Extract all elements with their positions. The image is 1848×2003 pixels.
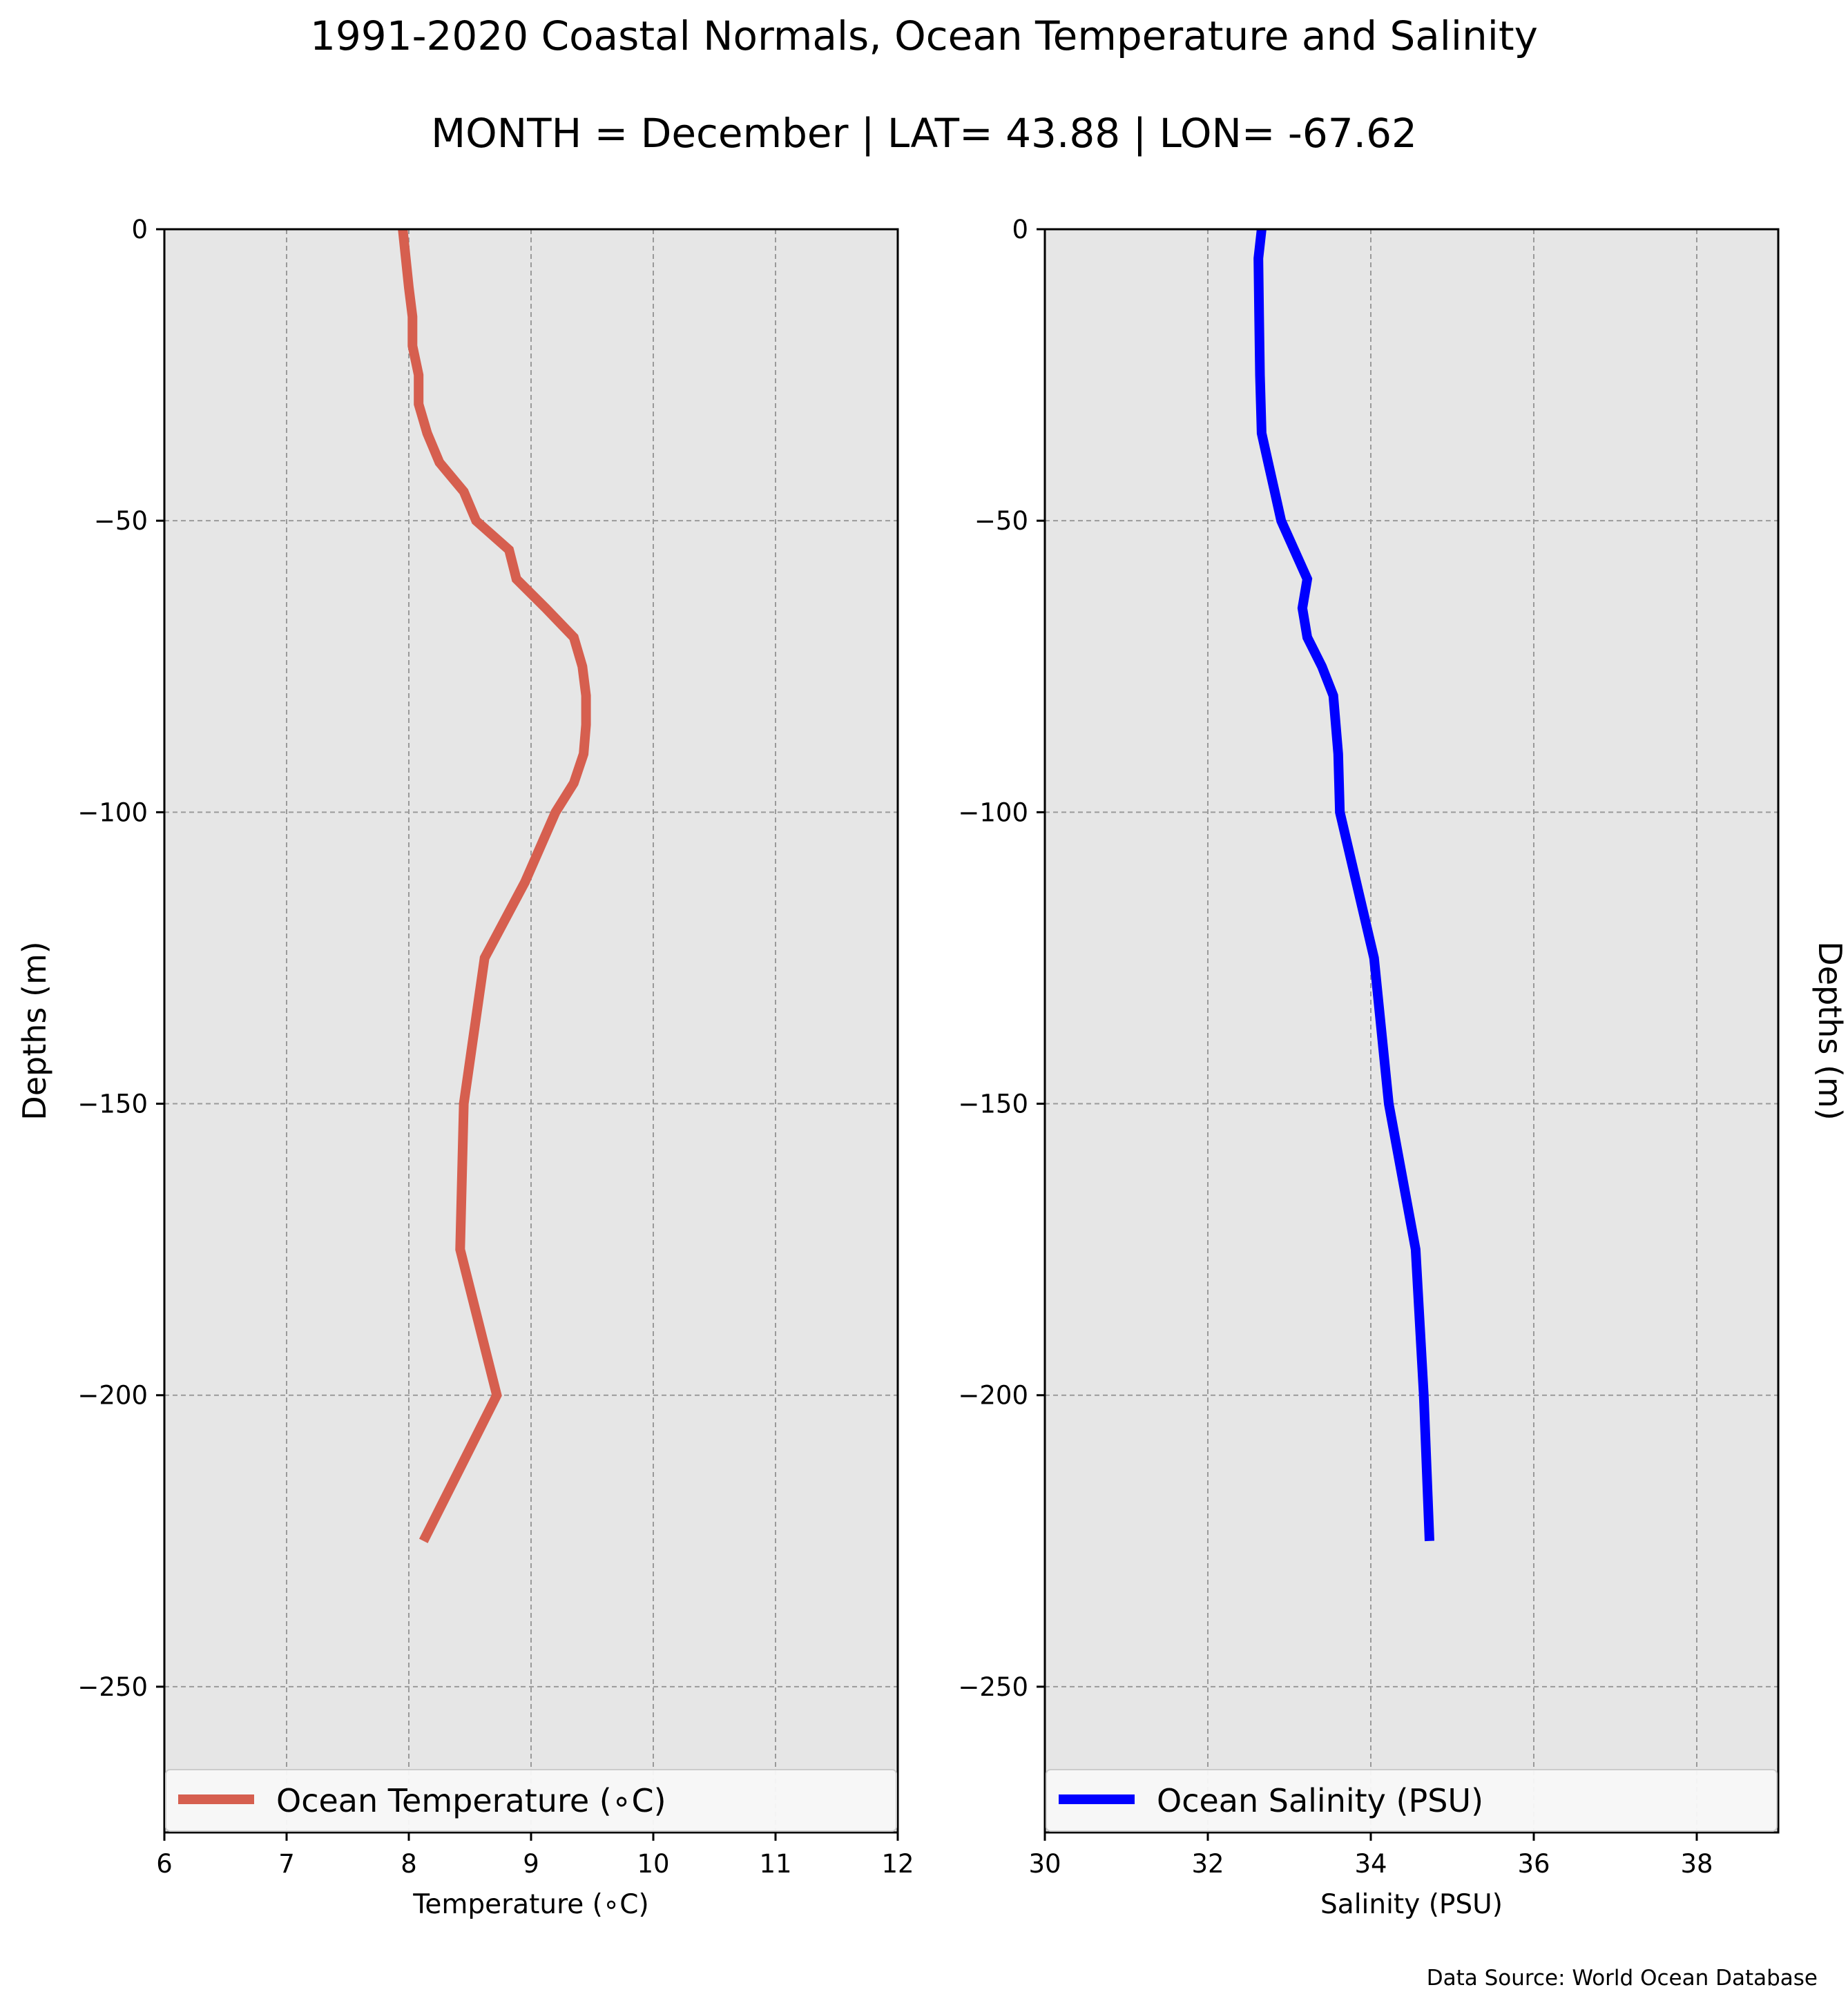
salinity-x-axis-label: Salinity (PSU) bbox=[1320, 1889, 1503, 1920]
temperature-y-tick-label: −200 bbox=[77, 1381, 148, 1411]
temperature-grid bbox=[164, 229, 898, 1832]
temperature-x-tick-label: 9 bbox=[523, 1849, 539, 1879]
figure-title: 1991-2020 Coastal Normals, Ocean Tempera… bbox=[310, 12, 1538, 59]
temperature-ticks: 6 7 8 9 10 11 12 0 −50 −100 −150 −200 −250 bbox=[77, 215, 914, 1879]
temperature-x-tick-label: 12 bbox=[881, 1849, 914, 1879]
temperature-x-axis-label: Temperature (∘C) bbox=[412, 1889, 649, 1920]
figure-subtitle: MONTH = December | LAT= 43.88 | LON= -67… bbox=[431, 110, 1417, 157]
salinity-legend-box bbox=[1046, 1769, 1778, 1832]
temperature-series-line bbox=[398, 229, 591, 1543]
salinity-series-layer bbox=[1253, 229, 1434, 1542]
salinity-axes-frame bbox=[1043, 228, 1780, 1834]
salinity-y-tick-label: −150 bbox=[958, 1090, 1028, 1119]
salinity-panel: 30 32 34 36 38 0 −50 −100 −150 −200 −250 Ocean Sal… bbox=[958, 215, 1848, 1920]
salinity-x-tick-label: 38 bbox=[1680, 1849, 1713, 1879]
temperature-x-tick-label: 10 bbox=[637, 1849, 669, 1879]
temperature-x-tick-label: 6 bbox=[156, 1849, 173, 1879]
temperature-y-tick-label: −50 bbox=[94, 506, 148, 536]
salinity-y-tick-label: −250 bbox=[958, 1672, 1028, 1702]
salinity-y-tick-label: −200 bbox=[958, 1381, 1028, 1411]
data-source-note: Data Source: World Ocean Database bbox=[1427, 1966, 1818, 1991]
temperature-x-tick-label: 8 bbox=[401, 1849, 417, 1879]
temperature-panel: 6 7 8 9 10 11 12 0 −50 −100 −150 −200 −250 Ocean Tem… bbox=[16, 215, 914, 1920]
salinity-y-tick-label: −100 bbox=[958, 797, 1028, 827]
salinity-y-tick-label: −50 bbox=[974, 506, 1028, 536]
temperature-x-tick-label: 7 bbox=[278, 1849, 295, 1879]
salinity-legend-label: Ocean Salinity (PSU) bbox=[1157, 1782, 1483, 1819]
temperature-legend: Ocean Temperature (∘C) bbox=[165, 1769, 897, 1832]
salinity-grid bbox=[1045, 229, 1778, 1832]
temperature-y-tick-label: −150 bbox=[77, 1090, 148, 1119]
temperature-y-tick-label: −100 bbox=[77, 797, 148, 827]
temperature-y-tick-label: −250 bbox=[77, 1672, 148, 1702]
temperature-y-tick-label: 0 bbox=[131, 215, 148, 244]
temperature-y-axis-label: Depths (m) bbox=[16, 941, 53, 1120]
salinity-legend: Ocean Salinity (PSU) bbox=[1046, 1769, 1778, 1832]
salinity-ticks: 30 32 34 36 38 0 −50 −100 −150 −200 −250 bbox=[958, 215, 1713, 1879]
salinity-plot-area bbox=[1045, 229, 1778, 1832]
salinity-x-tick-label: 34 bbox=[1354, 1849, 1387, 1879]
salinity-y-tick-label: 0 bbox=[1012, 215, 1028, 244]
salinity-series-line bbox=[1253, 229, 1434, 1542]
temperature-x-tick-label: 11 bbox=[759, 1849, 791, 1879]
salinity-x-tick-label: 30 bbox=[1028, 1849, 1061, 1879]
temperature-series-layer bbox=[398, 229, 591, 1543]
salinity-x-tick-label: 36 bbox=[1517, 1849, 1550, 1879]
salinity-x-tick-label: 32 bbox=[1191, 1849, 1224, 1879]
temperature-legend-label: Ocean Temperature (∘C) bbox=[276, 1782, 666, 1819]
salinity-right-y-axis-label: Depths (m) bbox=[1811, 941, 1848, 1120]
temperature-legend-box bbox=[165, 1769, 897, 1832]
